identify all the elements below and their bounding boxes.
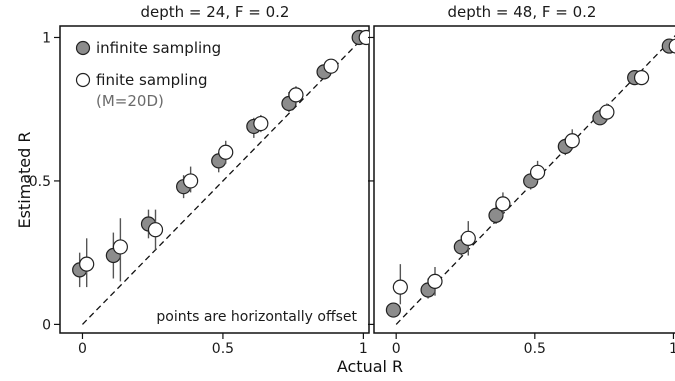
x-tick-label: 1 <box>359 341 368 357</box>
data-point-finite-sampling <box>529 164 546 180</box>
legend-sublabel: (M=20D) <box>96 92 164 110</box>
data-point-finite-sampling <box>633 70 650 86</box>
plot-frame <box>373 25 675 334</box>
panel-marks: 0 0.5 1 <box>368 34 675 357</box>
y-tick-label: 1 <box>42 30 51 46</box>
data-point-finite-sampling <box>183 173 199 189</box>
panel-depth-48: depth = 48, F = 0.2 0 0.5 1 <box>368 3 675 357</box>
panel-marks: 0 0.5 1 0 0.5 1 <box>29 29 369 357</box>
data-point-infinite-sampling <box>385 302 402 318</box>
data-point-finite-sampling <box>112 239 128 255</box>
data-point-finite-sampling <box>495 196 511 212</box>
y-tick-label: 0 <box>42 317 51 333</box>
data-point-finite-sampling <box>392 279 408 295</box>
plot-frame <box>59 25 370 334</box>
plot-area <box>72 29 369 325</box>
data-point-finite-sampling <box>599 104 615 120</box>
data-point-finite-sampling <box>358 29 369 46</box>
panel-title: depth = 48, F = 0.2 <box>448 3 597 21</box>
data-point-finite-sampling <box>427 273 443 289</box>
identity-line <box>82 31 369 325</box>
legend-marker-finite <box>75 72 91 88</box>
data-point-finite-sampling <box>668 38 675 54</box>
x-tick-label: 0.5 <box>524 341 546 357</box>
x-tick-label: 1 <box>669 341 675 357</box>
plot-area <box>385 34 675 325</box>
data-point-finite-sampling <box>460 230 476 246</box>
y-tick-label: 0.5 <box>29 174 51 190</box>
data-point-finite-sampling <box>564 133 580 149</box>
legend: infinite sampling finite sampling (M=20D… <box>75 39 221 110</box>
panel-title: depth = 24, F = 0.2 <box>141 3 290 21</box>
legend-label-infinite: infinite sampling <box>96 39 221 57</box>
panel-depth-24: depth = 24, F = 0.2 0 0.5 1 0 0.5 1 infinite … <box>29 3 370 357</box>
x-tick-label: 0 <box>78 341 87 357</box>
data-point-finite-sampling <box>253 115 269 132</box>
x-tick-label: 0 <box>392 341 401 357</box>
data-point-finite-sampling <box>79 256 95 272</box>
x-tick-label: 0.5 <box>212 341 234 357</box>
data-point-finite-sampling <box>218 144 234 160</box>
data-point-finite-sampling <box>288 87 304 103</box>
offset-note: points are horizontally offset <box>156 309 357 325</box>
data-point-finite-sampling <box>323 58 339 74</box>
y-axis-title: Estimated R <box>15 131 34 228</box>
legend-label-finite: finite sampling <box>96 71 208 89</box>
legend-marker-infinite <box>75 40 91 56</box>
x-axis-title: Actual R <box>337 357 403 376</box>
data-point-finite-sampling <box>147 222 164 238</box>
